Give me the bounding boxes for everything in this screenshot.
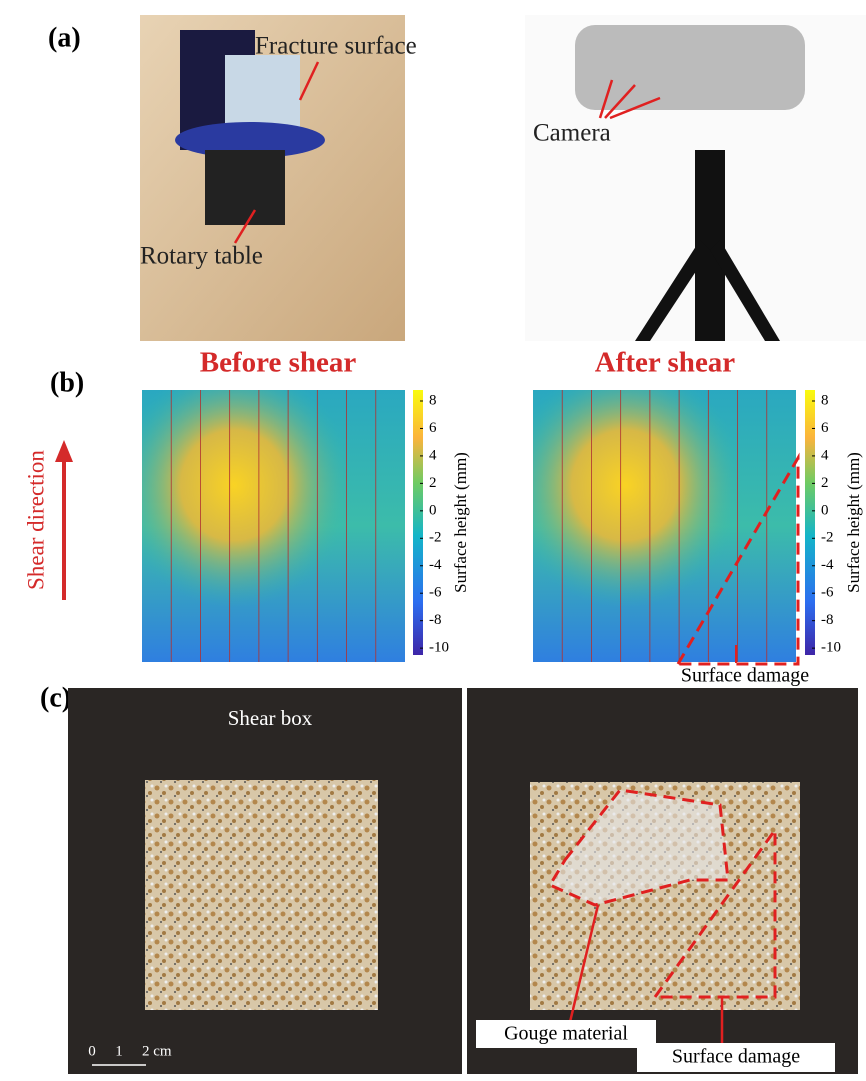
panel-label: (b) <box>50 367 84 398</box>
colorbar-tick-label: -10 <box>429 640 449 656</box>
heatmap-high <box>142 390 405 662</box>
annotation: Rotary table <box>140 243 263 270</box>
annotation: Surface damage <box>672 1046 800 1068</box>
side-label: Shear direction <box>23 450 48 590</box>
panel-label: (c) <box>40 682 71 713</box>
photo-base <box>205 150 285 225</box>
scale-label: 1 <box>115 1043 123 1059</box>
photo-damage <box>550 790 728 905</box>
colorbar-tick-label: 2 <box>821 475 829 491</box>
annotation: Camera <box>533 120 611 147</box>
colorbar <box>805 390 815 655</box>
damage-outline <box>675 452 800 666</box>
colorbar-tick-label: -2 <box>821 530 834 546</box>
heatmap-title: After shear <box>595 347 736 379</box>
arrow <box>604 84 636 119</box>
colorbar-tick-label: 8 <box>429 392 437 408</box>
photo-camera <box>575 25 805 110</box>
colorbar-tick-label: -4 <box>821 557 834 573</box>
colorbar-tick-label: -2 <box>429 530 442 546</box>
colorbar-tick-label: -10 <box>821 640 841 656</box>
colorbar-tick-label: 0 <box>821 502 829 518</box>
shear-arrow-head <box>55 440 73 462</box>
arrow <box>568 904 600 1023</box>
photo-table <box>175 122 325 158</box>
damage-outline <box>652 825 777 999</box>
annotation: Shear box <box>228 706 313 730</box>
colorbar-tick-label: -6 <box>821 585 834 601</box>
colorbar-tick-label: 6 <box>821 420 829 436</box>
colorbar-tick-label: 4 <box>429 447 437 463</box>
colorbar-tick-label: -8 <box>429 612 442 628</box>
colorbar-tick-label: -6 <box>429 585 442 601</box>
heatmap-high <box>533 390 796 662</box>
label-box <box>476 1020 656 1048</box>
arrow <box>598 79 614 119</box>
colorbar-label: Surface height (mm) <box>844 452 863 593</box>
colorbar-tick-label: 0 <box>429 502 437 518</box>
arrow <box>609 96 661 120</box>
colorbar-tick-label: 4 <box>821 447 829 463</box>
annotation: Surface damage <box>681 665 809 687</box>
photo-tripod <box>635 240 710 341</box>
arrow <box>298 61 320 101</box>
scale-label: 0 <box>88 1043 96 1059</box>
colorbar-tick-label: 8 <box>821 392 829 408</box>
arrow <box>233 209 257 244</box>
colorbar-tick-label: 2 <box>429 475 437 491</box>
colorbar-tick-label: 6 <box>429 420 437 436</box>
colorbar-tick-label: -4 <box>429 557 442 573</box>
panel-label: (a) <box>48 22 81 53</box>
photo-specimen <box>145 780 378 1010</box>
colorbar <box>413 390 423 655</box>
scale-label: 2 cm <box>142 1043 172 1059</box>
photo-tripod <box>710 240 780 341</box>
label-box <box>637 1043 835 1072</box>
heatmap-title: Before shear <box>200 347 357 379</box>
damage-outline <box>547 788 730 907</box>
colorbar-label: Surface height (mm) <box>451 452 470 593</box>
annotation: Gouge material <box>504 1023 628 1045</box>
annotation: Fracture surface <box>255 33 417 60</box>
colorbar-tick-label: -8 <box>821 612 834 628</box>
